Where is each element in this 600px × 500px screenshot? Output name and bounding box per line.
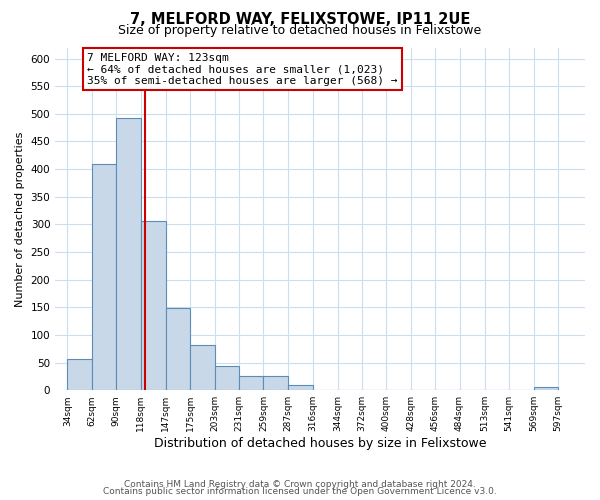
Bar	[92, 164, 116, 390]
Bar	[533, 388, 558, 390]
Bar	[116, 118, 140, 390]
X-axis label: Distribution of detached houses by size in Felixstowe: Distribution of detached houses by size …	[154, 437, 487, 450]
Bar	[239, 376, 263, 390]
Bar	[67, 358, 92, 390]
Bar	[215, 366, 239, 390]
Text: Size of property relative to detached houses in Felixstowe: Size of property relative to detached ho…	[118, 24, 482, 37]
Bar	[288, 384, 313, 390]
Text: 7 MELFORD WAY: 123sqm
← 64% of detached houses are smaller (1,023)
35% of semi-d: 7 MELFORD WAY: 123sqm ← 64% of detached …	[87, 52, 397, 86]
Text: Contains HM Land Registry data © Crown copyright and database right 2024.: Contains HM Land Registry data © Crown c…	[124, 480, 476, 489]
Text: 7, MELFORD WAY, FELIXSTOWE, IP11 2UE: 7, MELFORD WAY, FELIXSTOWE, IP11 2UE	[130, 12, 470, 28]
Bar	[166, 308, 190, 390]
Bar	[263, 376, 288, 390]
Bar	[190, 345, 215, 390]
Bar	[140, 220, 166, 390]
Y-axis label: Number of detached properties: Number of detached properties	[15, 131, 25, 306]
Text: Contains public sector information licensed under the Open Government Licence v3: Contains public sector information licen…	[103, 487, 497, 496]
